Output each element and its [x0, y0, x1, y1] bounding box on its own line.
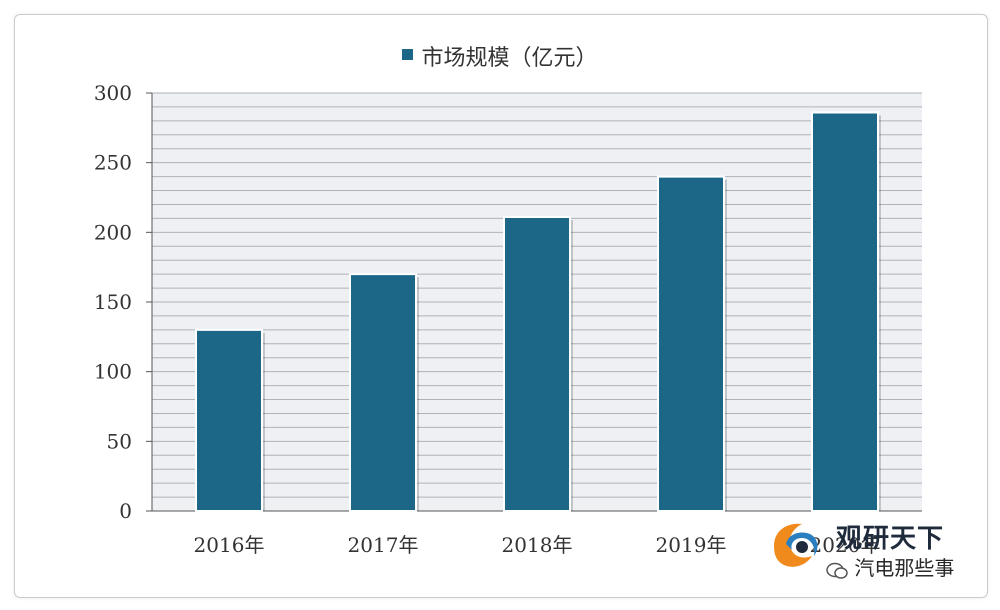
bar: [195, 328, 263, 512]
x-tick-label: 2020年: [810, 533, 881, 557]
y-tick-label: 0: [119, 499, 132, 523]
chart-legend: 市场规模（亿元）: [0, 40, 1000, 72]
bar: [349, 273, 417, 512]
x-tick-label: 2017年: [348, 533, 419, 557]
y-tick-label: 250: [94, 151, 132, 175]
legend-label: 市场规模（亿元）: [421, 46, 598, 71]
bar: [657, 175, 725, 512]
watermark: 观研天下 汽电那些事: [766, 512, 976, 582]
x-tick-label: 2016年: [194, 533, 265, 557]
x-tick-label: 2018年: [502, 533, 573, 557]
wechat-icon: [826, 561, 848, 579]
y-tick-label: 100: [94, 360, 132, 384]
watermark-title: 观研天下: [836, 524, 945, 554]
watermark-logo-icon: [774, 523, 818, 567]
watermark-subtitle: 汽电那些事: [826, 552, 954, 581]
y-tick-label: 200: [94, 220, 132, 244]
y-tick-label: 300: [94, 81, 132, 105]
y-tick-label: 150: [94, 290, 132, 314]
legend-swatch: [402, 48, 414, 60]
bar: [503, 216, 571, 513]
bar: [811, 111, 879, 513]
watermark-subtitle-text: 汽电那些事: [854, 556, 955, 580]
y-tick-label: 50: [107, 429, 132, 453]
x-tick-label: 2019年: [656, 533, 727, 557]
